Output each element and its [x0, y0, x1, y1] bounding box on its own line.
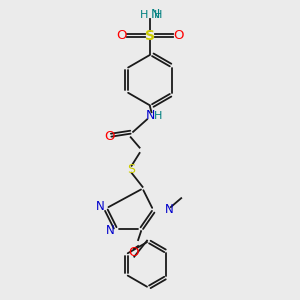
Text: O: O [105, 130, 115, 143]
Text: O: O [128, 246, 139, 259]
Text: N: N [165, 203, 174, 216]
Text: N: N [106, 224, 115, 237]
Text: H: H [154, 111, 163, 122]
Text: N: N [151, 8, 160, 21]
Text: S: S [145, 28, 155, 43]
Text: S: S [127, 163, 135, 176]
Text: H: H [154, 10, 163, 20]
Text: N: N [95, 200, 104, 213]
Text: O: O [116, 29, 127, 42]
Text: O: O [173, 29, 184, 42]
Text: H: H [140, 10, 148, 20]
Text: N: N [145, 109, 155, 122]
